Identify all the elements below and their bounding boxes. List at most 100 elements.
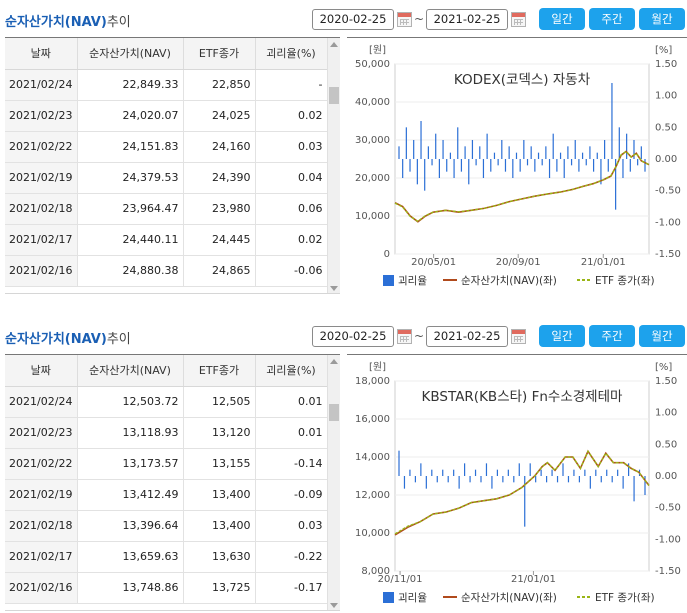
right-tick-label: -0.50 (655, 503, 681, 514)
calendar-icon[interactable] (511, 329, 526, 344)
deviation-bar (529, 463, 531, 476)
right-tick-label: 1.00 (655, 91, 677, 102)
nav-cell: 24,440.11 (77, 224, 184, 256)
deviation-bar (574, 140, 576, 159)
legend-label: ETF 종가(좌) (595, 275, 655, 287)
left-tick-label: 30,000 (355, 135, 390, 146)
left-tick-label: 10,000 (355, 211, 390, 222)
scroll-thumb[interactable] (329, 404, 339, 421)
left-tick-label: 14,000 (355, 452, 390, 463)
close-cell: 24,025 (183, 100, 256, 132)
monthly-button[interactable]: 월간 (639, 325, 685, 347)
deviation-bar (537, 152, 540, 159)
left-tick-label: 50,000 (355, 59, 390, 70)
calendar-icon[interactable] (511, 12, 526, 27)
deviation-cell: 0.02 (255, 100, 328, 132)
x-tick-label: 21/01/01 (581, 257, 626, 268)
legend-swatch (383, 275, 394, 286)
nav-cell: 22,849.33 (77, 69, 184, 101)
date-cell: 2021/02/23 (5, 100, 78, 132)
left-tick-label: 12,000 (355, 490, 390, 501)
calendar-icon[interactable] (397, 12, 412, 27)
deviation-bar (468, 159, 470, 185)
end-date-input[interactable]: 2021-02-25 (426, 9, 508, 30)
deviation-bar (413, 140, 415, 159)
column-header-nav: 순자산가치(NAV) (77, 355, 184, 387)
deviation-bar (446, 159, 448, 172)
deviation-bar (618, 127, 620, 159)
deviation-bar (431, 159, 433, 166)
date-cell: 2021/02/18 (5, 510, 78, 542)
deviation-bar (622, 476, 624, 489)
daily-button[interactable]: 일간 (539, 8, 585, 30)
deviation-bar (629, 159, 631, 172)
left-tick-label: 40,000 (355, 97, 390, 108)
deviation-bar (644, 159, 646, 172)
deviation-bar (449, 152, 452, 159)
legend-label: ETF 종가(좌) (595, 592, 655, 604)
weekly-button[interactable]: 주간 (589, 325, 635, 347)
close-cell: 13,120 (183, 417, 256, 449)
monthly-button[interactable]: 월간 (639, 8, 685, 30)
left-tick-label: 10,000 (355, 528, 390, 539)
left-unit-label: [원] (369, 44, 386, 56)
weekly-button[interactable]: 주간 (589, 8, 635, 30)
scroll-down-arrow-icon[interactable] (330, 603, 338, 608)
deviation-bar (436, 476, 438, 483)
chart-svg: 18,000 16,000 14,000 12,000 10,000 8,000 1.50 1… (355, 361, 681, 604)
x-tick-label: 20/09/01 (496, 257, 541, 268)
nav-cell: 13,396.64 (77, 510, 184, 542)
calendar-icon[interactable] (397, 329, 412, 344)
right-tick-label: 0.00 (655, 471, 677, 482)
table-scrollbar[interactable] (327, 38, 340, 293)
left-tick-label: 16,000 (355, 414, 390, 425)
close-cell: 22,850 (183, 69, 256, 101)
deviation-bar (589, 476, 591, 489)
deviation-cell: -0.22 (255, 541, 328, 573)
date-cell: 2021/02/17 (5, 541, 78, 573)
date-cell: 2021/02/22 (5, 448, 78, 480)
daily-button[interactable]: 일간 (539, 325, 585, 347)
table-row: 2021/02/16 13,748.86 13,725 -0.17 (5, 572, 328, 604)
chart-title: KBSTAR(KB스타) Fn수소경제테마 (422, 389, 623, 405)
deviation-bar (626, 133, 628, 159)
scroll-down-arrow-icon[interactable] (330, 286, 338, 291)
date-cell: 2021/02/23 (5, 417, 78, 449)
deviation-cell: 0.03 (255, 131, 328, 163)
scroll-thumb[interactable] (329, 87, 339, 104)
deviation-bar (442, 140, 444, 159)
right-tick-label: 0.00 (655, 154, 677, 165)
deviation-bar (596, 152, 598, 159)
table-row: 2021/02/19 13,412.49 13,400 -0.09 (5, 479, 328, 511)
deviation-bar (633, 476, 635, 502)
deviation-bar (501, 140, 503, 159)
panel-title: 순자산가치(NAV)추이 (5, 332, 131, 347)
deviation-bar (540, 469, 542, 476)
deviation-cell: 0.04 (255, 162, 328, 194)
deviation-bar (416, 159, 418, 185)
start-date-input[interactable]: 2020-02-25 (312, 326, 394, 347)
table-scrollbar[interactable] (327, 355, 340, 610)
start-date-input[interactable]: 2020-02-25 (312, 9, 394, 30)
deviation-bar (644, 476, 646, 495)
deviation-bar (486, 133, 488, 159)
deviation-bar (530, 146, 532, 159)
table-row: 2021/02/18 13,396.64 13,400 0.03 (5, 510, 328, 542)
column-header-deviation: 괴리율(%) (255, 355, 328, 387)
date-separator: ~ (414, 12, 425, 26)
date-separator: ~ (414, 329, 425, 343)
deviation-bar (464, 463, 466, 476)
nav-cell: 13,659.63 (77, 541, 184, 573)
column-header-close: ETF종가 (183, 38, 256, 70)
scroll-up-arrow-icon[interactable] (330, 42, 338, 47)
close-cell: 12,505 (183, 386, 256, 418)
scroll-up-arrow-icon[interactable] (330, 359, 338, 364)
chart-svg: 50,000 40,000 30,000 20,000 10,000 0 1.50 1.00 0… (355, 44, 681, 287)
deviation-bar (567, 146, 569, 159)
deviation-bar (556, 159, 558, 172)
deviation-bar (424, 159, 426, 191)
nav-cell: 12,503.72 (77, 386, 184, 418)
end-date-input[interactable]: 2021-02-25 (426, 326, 508, 347)
table-row: 2021/02/19 24,379.53 24,390 0.04 (5, 162, 328, 194)
deviation-bar (471, 140, 474, 159)
